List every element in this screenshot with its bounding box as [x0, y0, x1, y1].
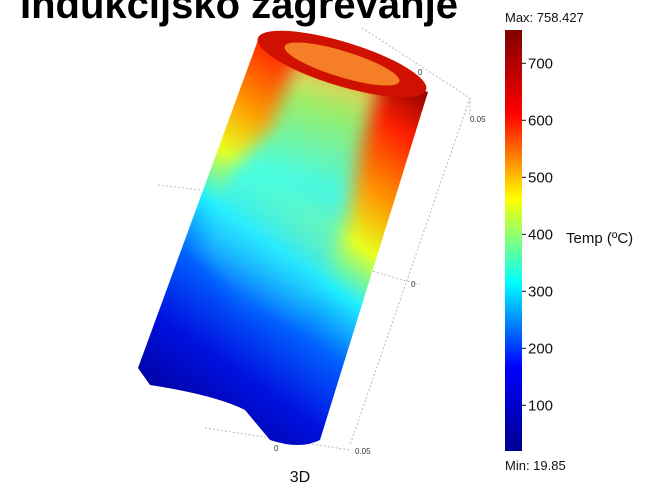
- colorbar-tick-label: 200: [528, 340, 553, 357]
- page: {"chart_data": {"type": "surface3d", "ti…: [0, 0, 652, 489]
- colorbar-tick-label: 100: [528, 397, 553, 414]
- chart: Indukcijsko zagrevanje 3D Temp (ºC) Max:…: [0, 0, 652, 489]
- colorbar-tick-label: 700: [528, 55, 553, 72]
- view-label: 3D: [290, 469, 310, 486]
- axis-tick-label: 0: [411, 280, 416, 289]
- colorbar-tick-label: 400: [528, 226, 553, 243]
- chart-title: Indukcijsko zagrevanje: [20, 0, 458, 27]
- axis-tick-label: 0: [418, 68, 423, 77]
- axis-tick-label: 0: [274, 444, 279, 453]
- colorbar-tick-label: 600: [528, 112, 553, 129]
- axis-tick-label: 0.05: [470, 115, 486, 124]
- axis-tick-label: 0.05: [355, 447, 371, 456]
- colorbar-tick-label: 500: [528, 169, 553, 186]
- max-label: Max: 758.427: [505, 10, 584, 25]
- min-label: Min: 19.85: [505, 458, 566, 473]
- colorbar: [505, 30, 522, 451]
- colorbar-tick-label: 300: [528, 283, 553, 300]
- colorbar-label: Temp (ºC): [566, 230, 633, 247]
